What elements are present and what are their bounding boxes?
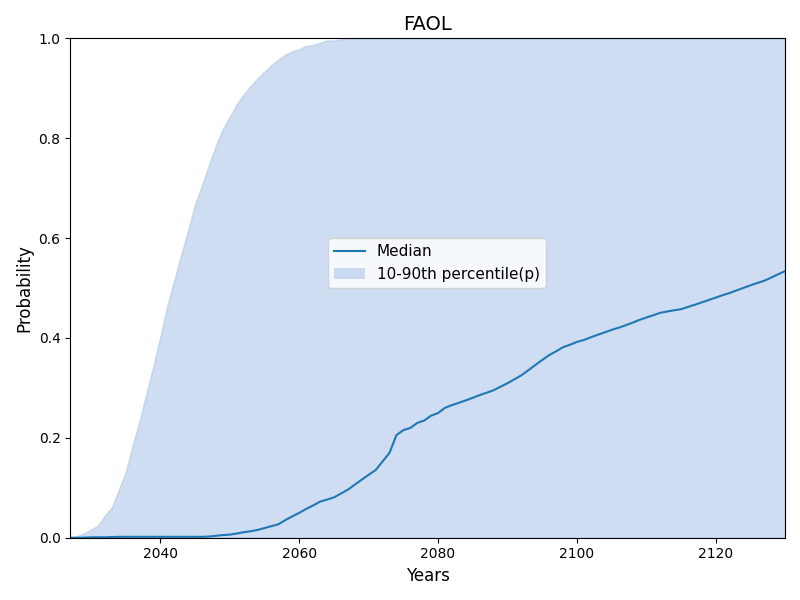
Median — [66, 534, 75, 541]
Median — [753, 280, 762, 287]
Y-axis label: Probability: Probability — [15, 244, 33, 332]
Median — [718, 292, 727, 299]
Median — [419, 417, 429, 424]
Line: Median: Median — [70, 271, 785, 538]
Median — [86, 533, 96, 541]
Title: FAOL: FAOL — [403, 15, 452, 34]
Legend: Median, 10-90th percentile(p): Median, 10-90th percentile(p) — [328, 238, 546, 288]
Median — [246, 527, 255, 535]
Median — [274, 521, 283, 528]
X-axis label: Years: Years — [406, 567, 450, 585]
Median — [780, 268, 790, 275]
